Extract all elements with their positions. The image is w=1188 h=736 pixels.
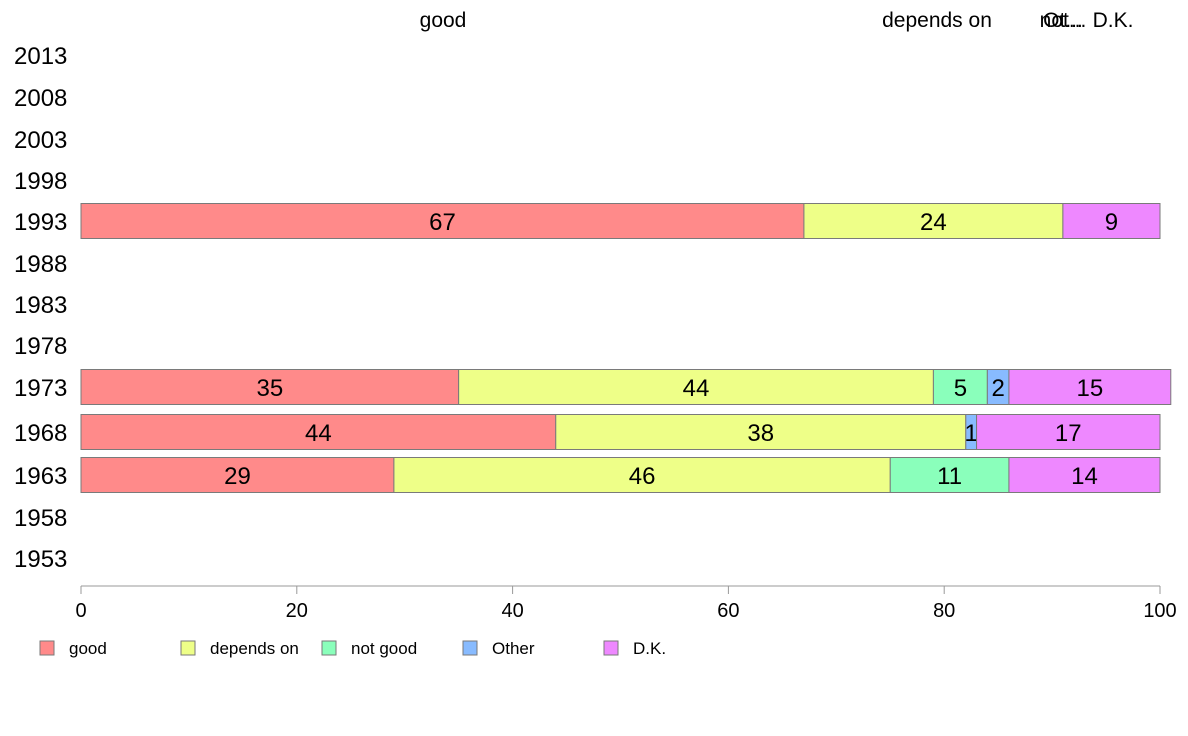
bar-1993-depends-on: [803, 203, 1064, 239]
legend-swatch-other: [462, 640, 478, 656]
data-label-1973-other: 2: [991, 375, 1004, 402]
bar-1968-depends-on: [555, 414, 967, 450]
data-label-1968-depends-on: 38: [747, 420, 774, 447]
data-label-1968-other: 1: [964, 420, 977, 447]
y-label-1988: 1988: [14, 251, 67, 278]
y-label-1958: 1958: [14, 505, 67, 532]
bar-1963-not-good: [889, 457, 1010, 493]
y-label-1978: 1978: [14, 333, 67, 360]
bar-1973-depends-on: [458, 369, 934, 405]
y-label-1983: 1983: [14, 292, 67, 319]
top-label-2: not...: [1040, 9, 1087, 32]
y-axis-labels: 2013 2008 2003 1998 1993 1988 1983 1978 1973 1968…: [14, 43, 67, 573]
bar-1973-not-good: [932, 369, 988, 405]
legend-label-not-good: not good: [351, 639, 417, 658]
y-label-1973: 1973: [14, 375, 67, 402]
bar-1963-depends-on: [393, 457, 891, 493]
bar-1963-dk: [1008, 457, 1161, 493]
y-label-1953: 1953: [14, 546, 67, 573]
data-label-1973-dk: 15: [1077, 375, 1104, 402]
data-label-1963-depends-on: 46: [629, 463, 656, 490]
bar-1968-good: [80, 414, 557, 450]
data-label-1973-depends-on: 44: [683, 375, 710, 402]
y-label-1963: 1963: [14, 463, 67, 490]
legend-swatch-not-good: [321, 640, 337, 656]
y-label-1998: 1998: [14, 168, 67, 195]
data-label-1993-good: 67: [429, 209, 456, 236]
x-axis: 0 20 40 60 80 100: [75, 585, 1177, 622]
legend-swatch-good: [39, 640, 55, 656]
x-tick-label-60: 60: [717, 600, 739, 622]
x-tick-label-80: 80: [933, 600, 955, 622]
y-label-2008: 2008: [14, 85, 67, 112]
y-label-2003: 2003: [14, 127, 67, 154]
legend: good depends on not good Other D.K.: [39, 639, 666, 658]
top-label-0: good: [420, 9, 467, 32]
x-tick-label-40: 40: [501, 600, 523, 622]
x-tick-label-20: 20: [286, 600, 308, 622]
data-label-1973-good: 35: [256, 375, 283, 402]
data-label-1968-good: 44: [305, 420, 332, 447]
y-label-1968: 1968: [14, 420, 67, 447]
data-label-1963-good: 29: [224, 463, 251, 490]
y-label-2013: 2013: [14, 43, 67, 70]
top-label-1: depends on: [882, 9, 992, 32]
top-label-4: D.K.: [1093, 9, 1134, 32]
data-label-1968-dk: 17: [1055, 420, 1082, 447]
data-label-1993-depends-on: 24: [920, 209, 947, 236]
x-tick-label-100: 100: [1143, 600, 1176, 622]
legend-label-other: Other: [492, 639, 535, 658]
top-labels: good depends on not...Ot... D.K.: [420, 9, 1134, 32]
legend-label-depends-on: depends on: [210, 639, 299, 658]
x-tick-label-0: 0: [75, 600, 86, 622]
data-label-1963-not-good: 11: [937, 463, 962, 490]
data-label-1993-dk: 9: [1105, 209, 1118, 236]
bars: 67 24 9 35 44 5 2 15 44 38 1 17 29 46 11 14: [80, 203, 1172, 493]
legend-label-dk: D.K.: [633, 639, 666, 658]
bar-1973-dk: [1008, 369, 1172, 405]
legend-swatch-depends-on: [180, 640, 196, 656]
top-label-3: Ot...: [1043, 9, 1083, 32]
legend-swatch-dk: [603, 640, 619, 656]
data-label-1963-dk: 14: [1071, 463, 1098, 490]
bar-1993-dk: [1062, 203, 1161, 239]
y-label-1993: 1993: [14, 209, 67, 236]
legend-label-good: good: [69, 639, 107, 658]
data-label-1973-not-good: 5: [954, 375, 967, 402]
bar-1963-good: [80, 457, 395, 493]
bar-1968-dk: [976, 414, 1161, 450]
